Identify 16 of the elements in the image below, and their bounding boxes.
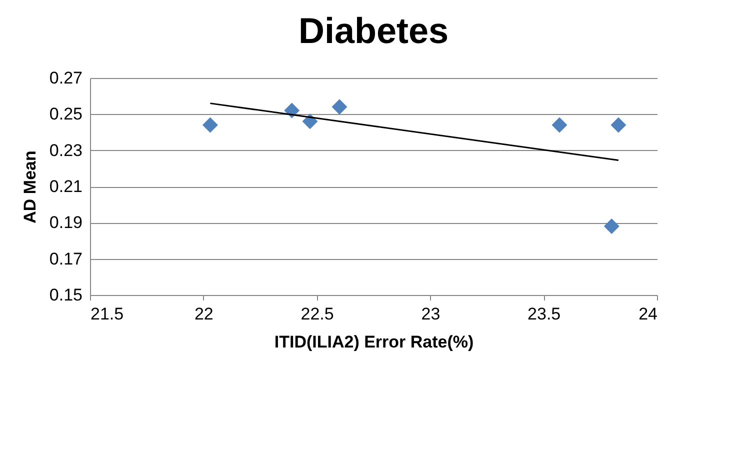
- x-tick-label: 21.5: [90, 304, 124, 324]
- y-tick-label: 0.17: [49, 249, 82, 268]
- y-tick-label: 0.27: [49, 68, 82, 88]
- x-tick-label: 24: [638, 304, 658, 324]
- y-tick-label: 0.15: [49, 286, 82, 304]
- x-axis-title: ITID(ILIA2) Error Rate(%): [274, 332, 474, 352]
- chart-title: Diabetes: [298, 10, 449, 51]
- y-tick-label: 0.25: [49, 104, 82, 124]
- x-tick-label: 23: [421, 304, 440, 324]
- y-axis-title: AD Mean: [20, 150, 40, 224]
- y-tick-label: 0.23: [49, 140, 82, 160]
- x-tick-label: 22.5: [300, 304, 334, 324]
- y-tick-label: 0.21: [49, 177, 82, 196]
- y-tick-label: 0.19: [49, 213, 82, 232]
- x-tick-label: 23.5: [528, 304, 561, 324]
- x-tick-label: 22: [194, 304, 214, 324]
